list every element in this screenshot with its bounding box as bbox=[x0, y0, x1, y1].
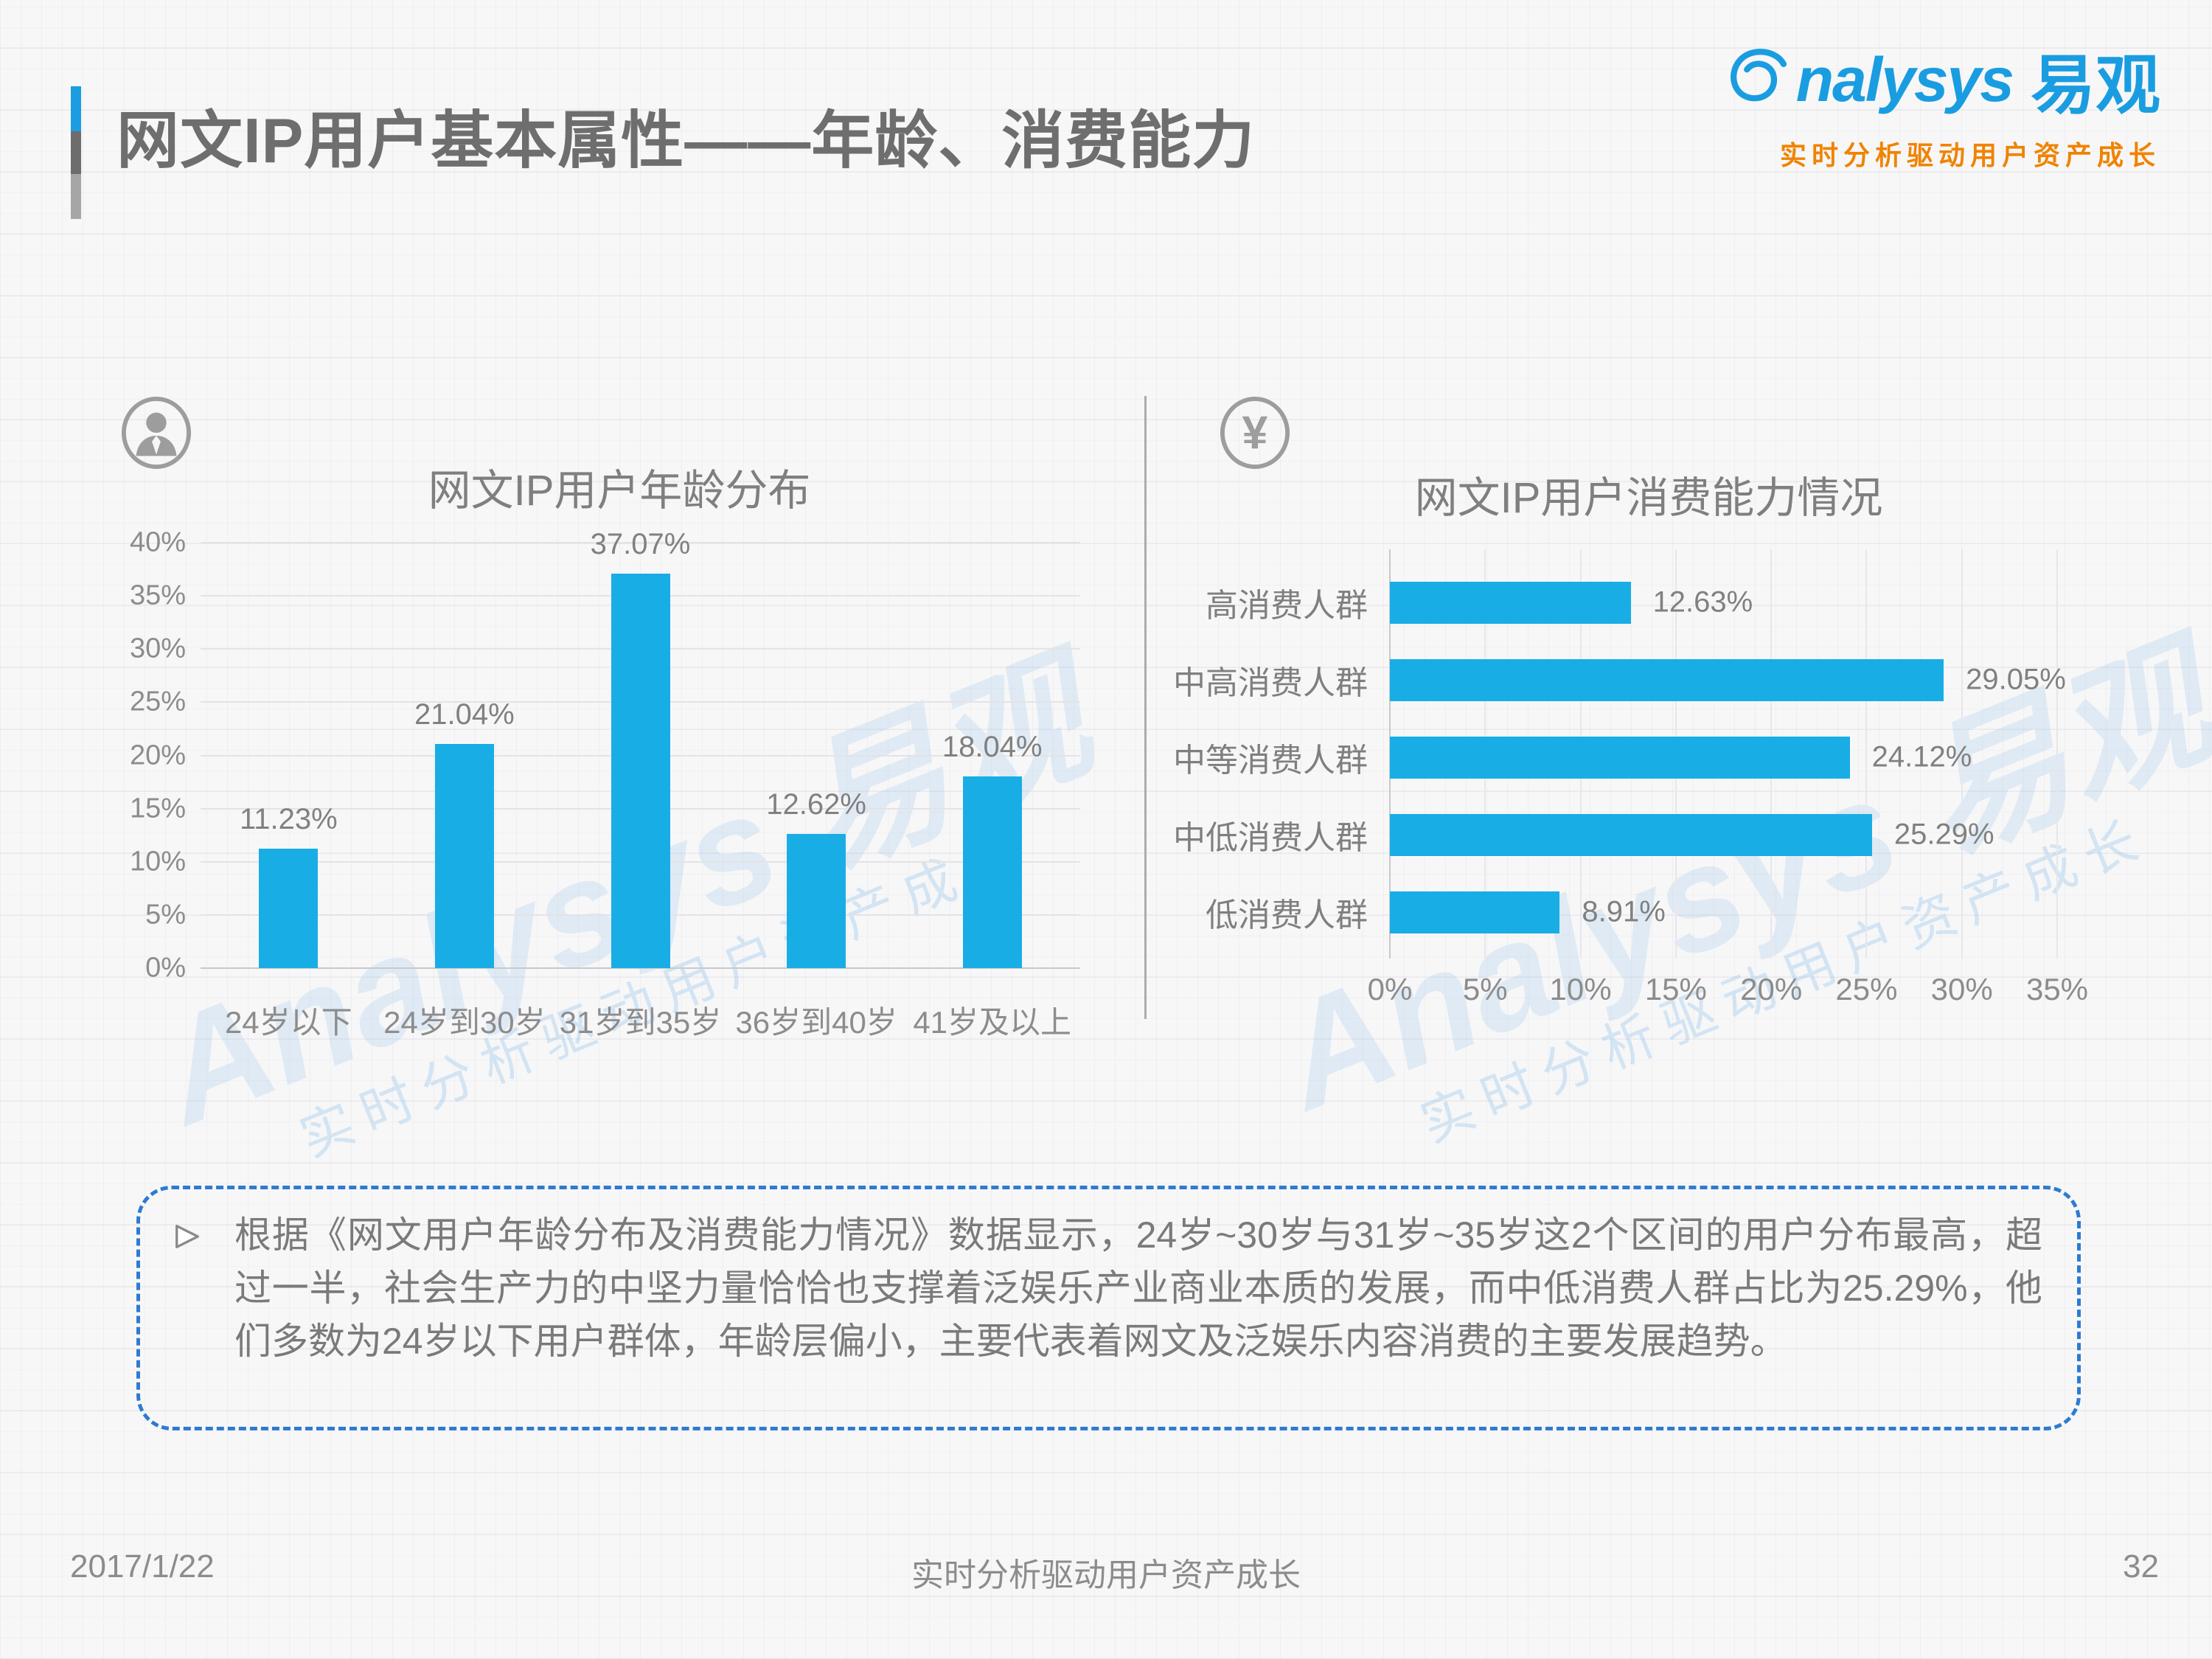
age-y-tick-label: 25% bbox=[129, 686, 186, 717]
summary-note-text: 根据《网文用户年龄分布及消费能力情况》数据显示，24岁~30岁与31岁~35岁这… bbox=[234, 1214, 2042, 1362]
spend-x-tick-label: 25% bbox=[1835, 972, 1898, 1006]
age-bar bbox=[611, 574, 670, 968]
age-x-category-label: 36岁到40岁 bbox=[735, 1005, 897, 1040]
age-y-tick-label: 5% bbox=[145, 899, 186, 931]
spend-row-label: 高消费人群 bbox=[1206, 588, 1368, 624]
age-bar-value-label: 37.07% bbox=[590, 528, 691, 561]
spend-bar-value-label: 29.05% bbox=[1966, 663, 2066, 696]
age-y-tick-label: 35% bbox=[129, 580, 186, 611]
age-y-tick-label: 10% bbox=[129, 846, 186, 877]
svg-text:¥: ¥ bbox=[1242, 408, 1268, 459]
brand-name-en: nalysys bbox=[1795, 45, 2014, 114]
age-x-category-label: 41岁及以上 bbox=[913, 1005, 1072, 1040]
spend-bar bbox=[1390, 736, 1850, 779]
spend-bar bbox=[1390, 813, 1872, 856]
spend-chart-title: 网文IP用户消费能力情况 bbox=[1414, 474, 1883, 522]
spend-bar-value-label: 8.91% bbox=[1582, 895, 1666, 928]
spend-x-tick-label: 0% bbox=[1367, 972, 1413, 1006]
spend-gridline bbox=[1865, 549, 1868, 959]
spend-bar bbox=[1390, 658, 1944, 701]
footer-page-number: 32 bbox=[2123, 1548, 2159, 1585]
age-x-category-label: 31岁到35岁 bbox=[559, 1005, 722, 1040]
person-icon bbox=[121, 397, 192, 469]
age-bar bbox=[259, 849, 319, 968]
age-bar-value-label: 18.04% bbox=[942, 730, 1043, 763]
spend-row-label: 中等消费人群 bbox=[1173, 742, 1368, 779]
age-y-tick-label: 40% bbox=[129, 526, 186, 558]
spend-row-label: 中高消费人群 bbox=[1173, 665, 1368, 701]
age-bar-value-label: 12.62% bbox=[766, 787, 866, 821]
age-x-category-label: 24岁到30岁 bbox=[383, 1005, 546, 1040]
yuan-icon: ¥ bbox=[1220, 397, 1290, 469]
spend-x-tick-label: 15% bbox=[1644, 972, 1707, 1006]
age-y-tick-label: 15% bbox=[129, 793, 186, 824]
title-accent-bar bbox=[71, 86, 81, 219]
spend-gridline bbox=[2056, 549, 2058, 959]
brand-name-cn: 易观 bbox=[2030, 49, 2160, 122]
age-gridline bbox=[201, 542, 1080, 543]
spend-bar-value-label: 24.12% bbox=[1871, 740, 1972, 773]
age-chart-title: 网文IP用户年龄分布 bbox=[428, 467, 811, 515]
analysys-swirl-icon bbox=[1730, 48, 1787, 101]
age-gridline bbox=[201, 967, 1080, 969]
spend-bar bbox=[1390, 891, 1560, 933]
footer-slogan: 实时分析驱动用户资产成长 bbox=[911, 1557, 1301, 1593]
age-bar bbox=[962, 776, 1022, 968]
age-bar bbox=[434, 744, 494, 968]
age-bar bbox=[787, 833, 846, 968]
spend-x-tick-label: 35% bbox=[2025, 972, 2089, 1006]
spend-row-label: 中低消费人群 bbox=[1173, 820, 1368, 856]
age-bar-value-label: 11.23% bbox=[239, 803, 338, 835]
brand-logo: nalysys 易观 实时分析驱动用户资产成长 bbox=[1724, 33, 2160, 173]
age-x-category-label: 24岁以下 bbox=[224, 1005, 352, 1040]
summary-note-box: 根据《网文用户年龄分布及消费能力情况》数据显示，24岁~30岁与31岁~35岁这… bbox=[136, 1186, 2081, 1430]
age-y-tick-label: 0% bbox=[145, 952, 186, 984]
footer-date: 2017/1/22 bbox=[70, 1548, 215, 1585]
arrow-bullet-icon bbox=[175, 1225, 199, 1248]
spend-bar-value-label: 12.63% bbox=[1652, 585, 1753, 619]
spend-bar-value-label: 25.29% bbox=[1893, 818, 1994, 851]
spend-row-label: 低消费人群 bbox=[1206, 897, 1368, 933]
brand-tagline: 实时分析驱动用户资产成长 bbox=[1779, 140, 2160, 170]
age-y-tick-label: 20% bbox=[129, 740, 186, 771]
age-y-tick-label: 30% bbox=[129, 633, 186, 664]
spend-x-tick-label: 5% bbox=[1462, 972, 1508, 1006]
spend-x-tick-label: 20% bbox=[1740, 972, 1803, 1006]
age-bar-value-label: 21.04% bbox=[414, 698, 515, 731]
spend-bar bbox=[1390, 581, 1631, 624]
page-title: 网文IP用户基本属性——年龄、消费能力 bbox=[116, 106, 1256, 176]
spend-x-tick-label: 30% bbox=[1930, 972, 1993, 1006]
charts-divider-line bbox=[1144, 396, 1147, 1019]
spend-gridline bbox=[1961, 549, 1963, 959]
spend-x-tick-label: 10% bbox=[1549, 972, 1612, 1006]
